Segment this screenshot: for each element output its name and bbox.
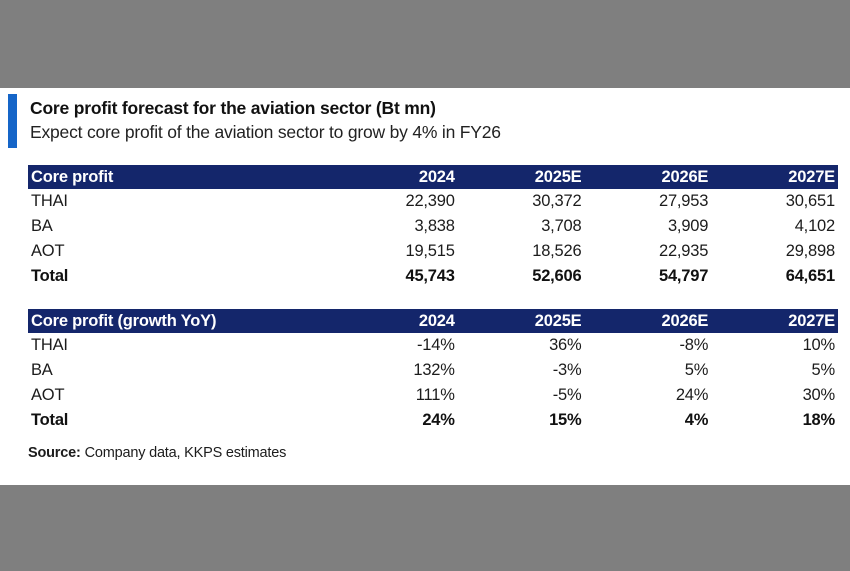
table-row: THAI 22,390 30,372 27,953 30,651 [28, 189, 838, 214]
cell-value: -14% [417, 336, 455, 355]
cell-value: 3,708 [541, 217, 582, 236]
column-header-2024: 2024 [331, 309, 458, 334]
row-label: AOT [31, 242, 65, 261]
cell-value: 64,651 [785, 267, 835, 286]
cell-value: 3,909 [667, 217, 709, 236]
cell-value: 5% [684, 361, 709, 380]
table-title-cell: Core profit [28, 165, 331, 190]
figure-title-block: Core profit forecast for the aviation se… [8, 94, 850, 149]
table-row: AOT 111% -5% 24% 30% [28, 383, 838, 408]
column-header-2026e: 2026E [584, 309, 712, 334]
core-profit-table: Core profit 2024 2025E 2026E 2027E THAI … [28, 165, 838, 289]
cell-value: 18,526 [532, 242, 582, 261]
cell-value: 22,390 [405, 192, 455, 211]
table-row: AOT 19,515 18,526 22,935 29,898 [28, 239, 838, 264]
row-label: BA [31, 217, 53, 236]
table-total-row: Total 24% 15% 4% 18% [28, 408, 838, 433]
report-figure: Core profit forecast for the aviation se… [0, 94, 850, 485]
cell-value: 30,651 [785, 192, 835, 211]
table-row: BA 3,838 3,708 3,909 4,102 [28, 214, 838, 239]
figure-subtitle: Expect core profit of the aviation secto… [30, 121, 501, 142]
cell-value: 22,935 [658, 242, 709, 261]
column-header-2025e: 2025E [457, 309, 585, 334]
source-line: Source: Company data, KKPS estimates [28, 445, 850, 461]
cell-value: -3% [552, 361, 582, 380]
cell-value: 29,898 [785, 242, 835, 261]
row-label: Total [31, 267, 69, 286]
row-label: AOT [31, 386, 65, 405]
table-title-cell: Core profit (growth YoY) [28, 309, 331, 334]
cell-value: 45,743 [405, 267, 455, 286]
cell-value: 30,372 [532, 192, 582, 211]
source-label: Source: [28, 445, 81, 462]
cell-value: 5% [811, 361, 836, 380]
cell-value: 15% [549, 411, 582, 430]
table-header-row: Core profit 2024 2025E 2026E 2027E [28, 165, 838, 190]
bottom-gray-band [0, 485, 850, 571]
cell-value: 24% [675, 386, 709, 405]
core-profit-growth-table: Core profit (growth YoY) 2024 2025E 2026… [28, 309, 838, 433]
cell-value: 132% [413, 361, 455, 380]
table-total-row: Total 45,743 52,606 54,797 64,651 [28, 264, 838, 289]
cell-value: 10% [802, 336, 836, 355]
cell-value: 111% [415, 386, 455, 405]
cell-value: 4% [684, 411, 709, 430]
column-header-2027e: 2027E [711, 309, 838, 334]
row-label: THAI [31, 192, 68, 211]
column-header-2024: 2024 [331, 165, 458, 190]
cell-value: 36% [549, 336, 582, 355]
column-header-2027e: 2027E [711, 165, 838, 190]
cell-value: 24% [422, 411, 455, 430]
cell-value: 27,953 [658, 192, 709, 211]
cell-value: 52,606 [532, 267, 582, 286]
cell-value: 30% [802, 386, 836, 405]
row-label: THAI [31, 336, 68, 355]
row-label: BA [31, 361, 53, 380]
column-header-2026e: 2026E [584, 165, 712, 190]
cell-value: 54,797 [658, 267, 709, 286]
cell-value: 19,515 [405, 242, 455, 261]
row-label: Total [31, 411, 69, 430]
source-text: Company data, KKPS estimates [84, 445, 287, 462]
cell-value: 18% [802, 411, 836, 430]
cell-value: -5% [552, 386, 582, 405]
table-row: THAI -14% 36% -8% 10% [28, 333, 838, 358]
column-header-2025e: 2025E [457, 165, 585, 190]
cell-value: 4,102 [794, 217, 835, 236]
top-gray-band [0, 0, 850, 88]
cell-value: -8% [679, 336, 709, 355]
table-row: BA 132% -3% 5% 5% [28, 358, 838, 383]
cell-value: 3,838 [414, 217, 455, 236]
table-header-row: Core profit (growth YoY) 2024 2025E 2026… [28, 309, 838, 334]
figure-title: Core profit forecast for the aviation se… [30, 98, 436, 118]
